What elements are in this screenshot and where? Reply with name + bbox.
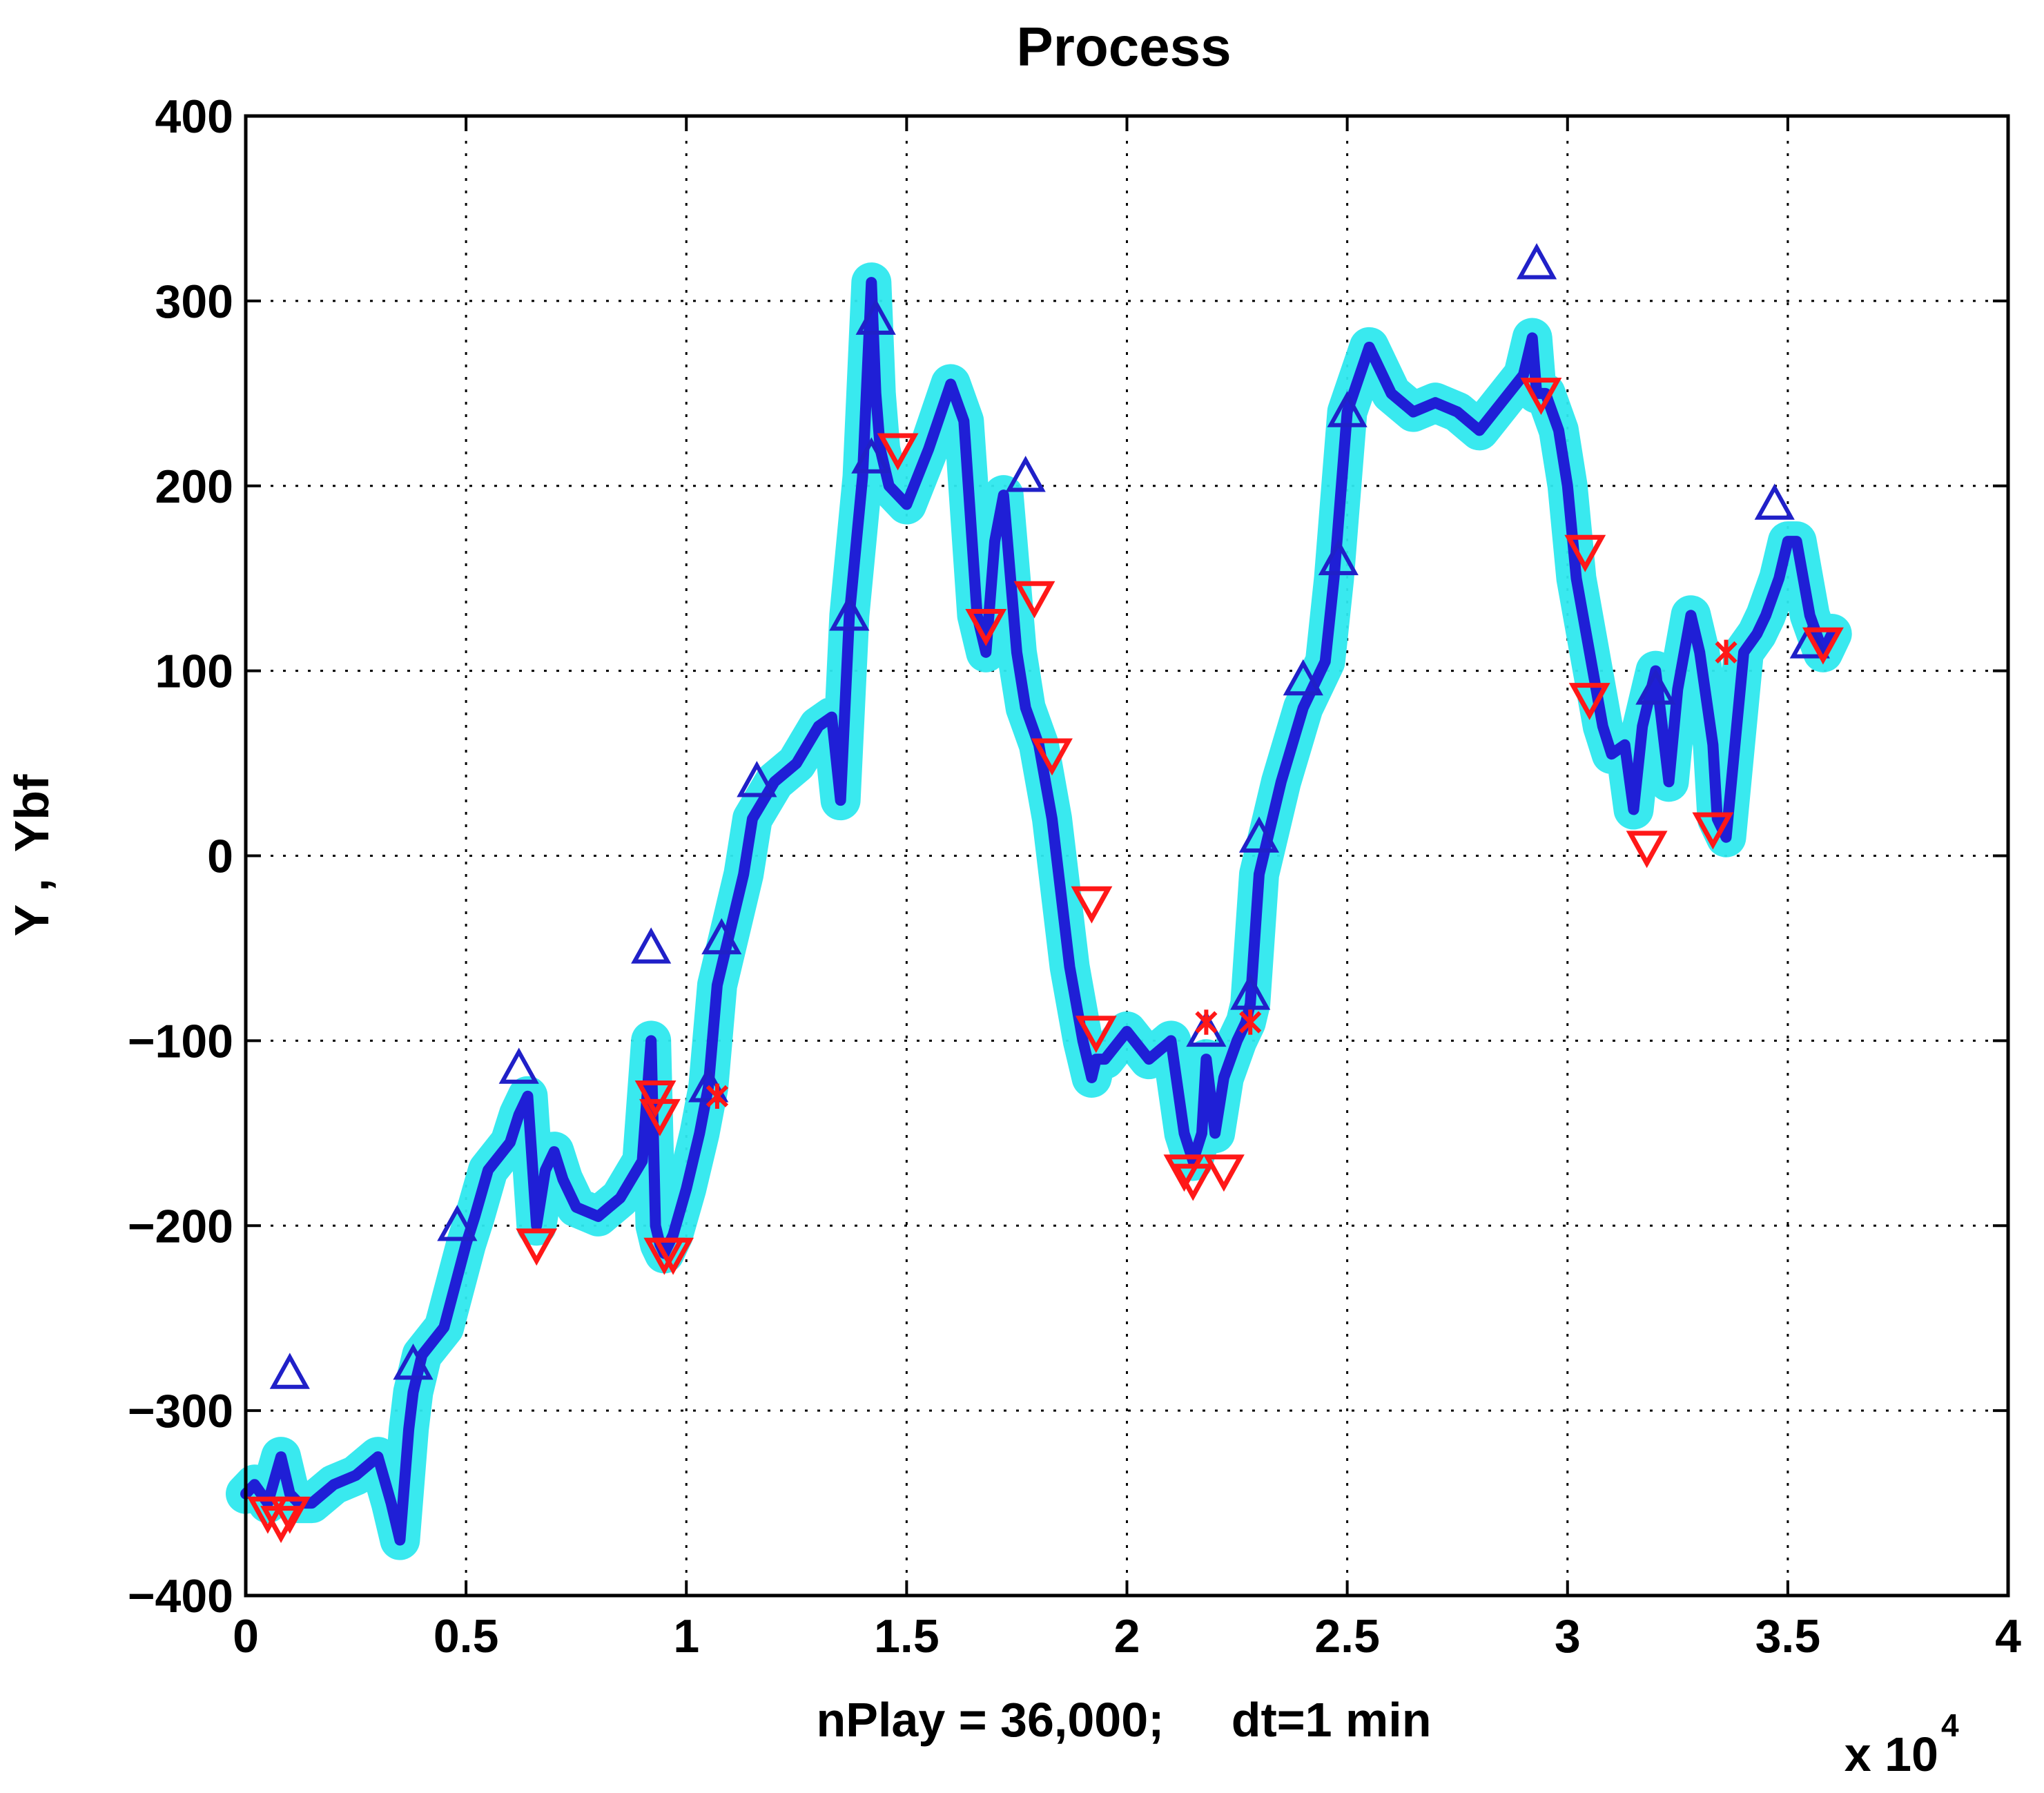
down-triangle-marker — [1564, 534, 1606, 572]
band-series — [226, 262, 1852, 1560]
up-triangle-marker — [1230, 973, 1271, 1010]
down-triangle-marker — [1626, 831, 1668, 869]
y-tick-label: 300 — [155, 275, 233, 328]
up-triangle-marker — [1789, 622, 1830, 659]
star-marker — [1195, 1009, 1218, 1035]
band-line — [226, 262, 1852, 1560]
y-tick-label: −100 — [128, 1015, 233, 1067]
chart-title: Process — [1016, 16, 1231, 77]
down-triangle-marker — [1071, 886, 1113, 924]
down-triangle-marker — [639, 1098, 681, 1136]
down-triangle-marker — [246, 1496, 289, 1534]
up-triangle-marker — [1516, 243, 1557, 280]
down-triangle-marker — [1520, 378, 1562, 416]
y-tick-label: 100 — [155, 646, 233, 698]
plot-frame — [244, 114, 2010, 1598]
down-triangle-marker — [652, 1237, 694, 1275]
x-tick-label: 0.5 — [434, 1610, 499, 1663]
up-triangle-marker — [851, 437, 892, 474]
up-triangle-marker — [1754, 483, 1795, 520]
down-triangle-marker — [1075, 1016, 1117, 1054]
down-triangle-marker — [269, 1496, 311, 1534]
down-triangle-marker — [1013, 581, 1055, 619]
x-tick-labels: 0 0.5 1 1.5 2 2.5 3 3.5 4 — [233, 1610, 2021, 1663]
x-tick-label: 3 — [1555, 1610, 1581, 1663]
x-multiplier-exponent: 4 — [1941, 1707, 1959, 1743]
trade-markers — [246, 243, 1844, 1544]
down-triangle-marker — [1203, 1154, 1245, 1192]
up-triangle-marker — [1283, 659, 1323, 696]
up-triangle-marker — [1005, 456, 1046, 492]
star-marker — [1239, 1009, 1262, 1035]
up-triangle-marker — [1318, 539, 1359, 576]
up-triangle-marker — [1635, 668, 1676, 705]
x-tick-label: 4 — [1995, 1610, 2021, 1663]
down-triangle-marker — [1692, 812, 1734, 850]
down-triangle-marker — [1802, 627, 1844, 665]
down-triangle-marker — [1172, 1163, 1214, 1201]
star-marker — [1715, 639, 1738, 666]
up-triangle-marker — [701, 918, 742, 955]
up-triangle-marker — [855, 298, 896, 335]
y-tick-label: 200 — [155, 461, 233, 513]
up-triangle-marker — [737, 761, 777, 797]
x-multiplier-base: x 10 — [1845, 1727, 1938, 1781]
down-triangle-marker — [516, 1228, 558, 1266]
grid — [244, 115, 2009, 1597]
x-tick-label: 0 — [233, 1610, 259, 1663]
x-tick-label: 3.5 — [1755, 1610, 1821, 1663]
down-triangle-marker — [1568, 683, 1610, 721]
up-triangle-marker — [393, 1343, 434, 1380]
up-triangle-marker — [437, 1205, 478, 1241]
x-axis-label: nPlay = 36,000; dt=1 min — [817, 1693, 1432, 1747]
y-tick-label: −200 — [128, 1200, 233, 1252]
y-tick-label: 0 — [207, 831, 233, 883]
up-triangle-marker — [829, 594, 870, 631]
down-triangle-marker — [634, 1080, 677, 1118]
y-tick-label: −400 — [128, 1570, 233, 1622]
up-triangle-marker — [269, 1353, 310, 1389]
down-triangle-marker — [965, 608, 1007, 646]
process-line — [240, 277, 1838, 1546]
up-triangle-marker — [1327, 391, 1367, 427]
x-tick-label: 2.5 — [1314, 1610, 1380, 1663]
line-series — [240, 277, 1838, 1546]
up-triangle-marker — [631, 927, 672, 964]
y-tick-labels: 400 300 200 100 0 −100 −200 −300 −400 — [128, 90, 233, 1622]
y-tick-label: −300 — [128, 1385, 233, 1437]
star-marker — [705, 1083, 729, 1109]
x-tick-label: 1 — [673, 1610, 699, 1663]
down-triangle-marker — [1031, 738, 1073, 776]
up-triangle-marker — [1238, 816, 1280, 853]
down-triangle-marker — [877, 433, 919, 471]
up-triangle-marker — [498, 1047, 539, 1084]
x-multiplier: x 10 — [1845, 1727, 1938, 1781]
down-triangle-marker — [1163, 1154, 1205, 1192]
y-tick-label: 400 — [155, 90, 233, 143]
y-axis-label: Y , Ybf — [5, 774, 59, 936]
x-tick-label: 1.5 — [874, 1610, 940, 1663]
x-tick-label: 2 — [1114, 1610, 1140, 1663]
